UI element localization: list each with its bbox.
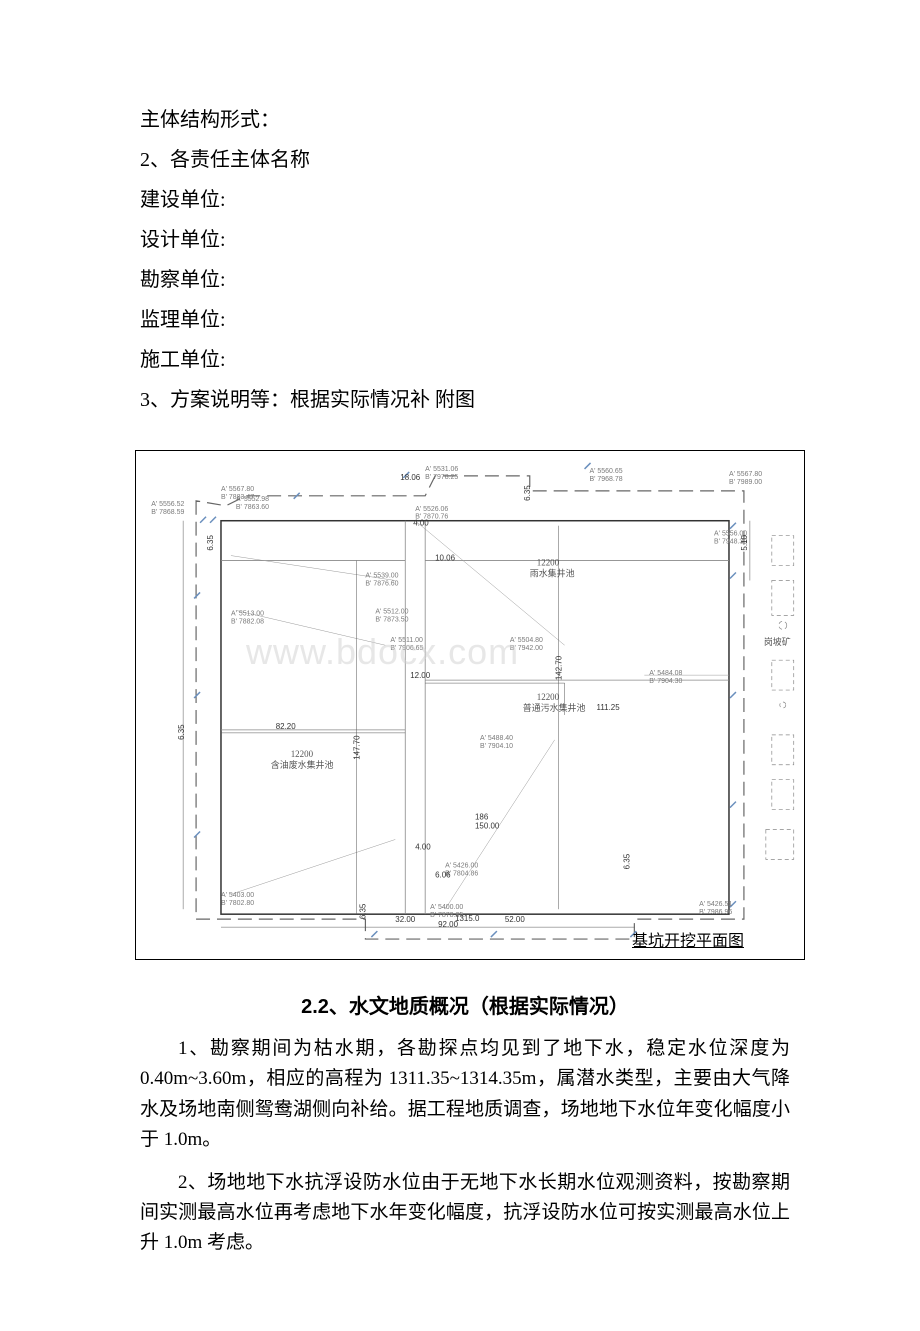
paragraph: 1、勘察期间为枯水期，各勘探点均见到了地下水，稳定水位深度为 0.40m~3.6… xyxy=(140,1034,790,1156)
svg-text:5.10: 5.10 xyxy=(740,535,749,551)
svg-text:A' 5512.00: A' 5512.00 xyxy=(375,608,408,615)
svg-text:B' 7978.25: B' 7978.25 xyxy=(425,474,458,481)
site-plan-diagram: A' 5531.06B' 7978.25 A' 5560.65B' 7968.78… xyxy=(135,450,805,960)
svg-text:A' 5526.06: A' 5526.06 xyxy=(415,506,448,513)
svg-text:B' 7968.78: B' 7968.78 xyxy=(590,476,623,483)
adjacent-buildings xyxy=(766,536,794,860)
svg-text:52.00: 52.00 xyxy=(505,915,525,924)
svg-text:10.06: 10.06 xyxy=(435,554,455,563)
svg-text:A' 5560.65: A' 5560.65 xyxy=(590,468,623,475)
watermark: www.bdocx.com xyxy=(246,631,519,673)
svg-text:B' 7986.96: B' 7986.96 xyxy=(699,909,732,916)
diagonal-line xyxy=(445,740,555,909)
svg-text:B' 7873.50: B' 7873.50 xyxy=(375,616,408,623)
svg-text:6.35: 6.35 xyxy=(206,535,215,551)
svg-text:12200: 12200 xyxy=(291,749,314,759)
intro-line: 主体结构形式： xyxy=(140,100,790,140)
diagonal-line xyxy=(415,521,564,646)
svg-text:6.35: 6.35 xyxy=(523,485,532,501)
svg-text:A' 5539.00: A' 5539.00 xyxy=(365,573,398,580)
svg-text:A' 5426.51: A' 5426.51 xyxy=(699,901,732,908)
svg-text:186: 186 xyxy=(475,813,489,822)
excavation-pit-outline xyxy=(221,521,729,914)
svg-text:1315.0: 1315.0 xyxy=(455,914,480,923)
svg-text:6.35: 6.35 xyxy=(622,853,631,869)
svg-text:A' 5531.06: A' 5531.06 xyxy=(425,466,458,473)
svg-text:A' 5426.00: A' 5426.00 xyxy=(445,862,478,869)
svg-text:A' 5403.00: A' 5403.00 xyxy=(221,892,254,899)
svg-text:A' 5567.80: A' 5567.80 xyxy=(221,486,254,493)
diagram-svg: A' 5531.06B' 7978.25 A' 5560.65B' 7968.78… xyxy=(136,451,804,959)
svg-text:A' 5484.08: A' 5484.08 xyxy=(649,670,682,677)
svg-text:82.20: 82.20 xyxy=(276,722,296,731)
svg-text:A' 5567.80: A' 5567.80 xyxy=(729,471,762,478)
intro-line: 施工单位: xyxy=(140,340,790,380)
svg-text:岗坡矿: 岗坡矿 xyxy=(764,636,791,647)
intro-line: 建设单位: xyxy=(140,180,790,220)
svg-text:6.35: 6.35 xyxy=(177,724,186,740)
svg-text:4.00: 4.00 xyxy=(413,519,429,528)
svg-text:12200: 12200 xyxy=(537,558,560,568)
svg-text:A' 5513.00: A' 5513.00 xyxy=(231,610,264,617)
svg-text:B' 7802.80: B' 7802.80 xyxy=(221,900,254,907)
svg-text:B' 7876.60: B' 7876.60 xyxy=(365,580,398,587)
intro-line: 3、方案说明等：根据实际情况补 附图 xyxy=(140,380,790,420)
svg-text:147.70: 147.70 xyxy=(352,735,361,760)
svg-text:150.00: 150.00 xyxy=(475,822,500,831)
svg-text:B' 7904.10: B' 7904.10 xyxy=(480,743,513,750)
svg-text:12200: 12200 xyxy=(537,692,560,702)
intro-line: 监理单位: xyxy=(140,300,790,340)
paragraph: 2、场地地下水抗浮设防水位由于无地下水长期水位观测资料，按勘察期间实测最高水位再… xyxy=(140,1168,790,1259)
svg-text:B' 7863.60: B' 7863.60 xyxy=(236,504,269,511)
intro-line: 勘察单位: xyxy=(140,260,790,300)
svg-text:B' 7989.00: B' 7989.00 xyxy=(729,479,762,486)
section-heading: 2.2、水文地质概况（根据实际情况） xyxy=(140,990,790,1019)
svg-text:A' 5552.98: A' 5552.98 xyxy=(236,496,269,503)
svg-text:B' 7882.08: B' 7882.08 xyxy=(231,618,264,625)
intro-block: 主体结构形式： 2、各责任主体名称 建设单位: 设计单位: 勘察单位: 监理单位… xyxy=(140,100,790,420)
svg-text:A' 5400.00: A' 5400.00 xyxy=(430,904,463,911)
svg-text:普通污水集井池: 普通污水集井池 xyxy=(523,702,586,713)
coord-labels: A' 5531.06B' 7978.25 A' 5560.65B' 7968.78… xyxy=(151,466,762,919)
dim-labels: 18.064.0010.0612.0082.204.006.0652.00131… xyxy=(276,473,620,929)
svg-text:18.06: 18.06 xyxy=(400,473,420,482)
svg-text:雨水集井池: 雨水集井池 xyxy=(530,568,575,579)
svg-text:B' 7904.30: B' 7904.30 xyxy=(649,678,682,685)
vertical-dim-labels: 6.35 6.35 147.70 6.35 142.70 5.10 6.35 6.35 xyxy=(177,485,749,919)
svg-text:142.70: 142.70 xyxy=(555,655,564,680)
svg-text:111.25: 111.25 xyxy=(597,703,621,712)
svg-text:A' 5488.40: A' 5488.40 xyxy=(480,735,513,742)
diagram-title: 基坑开挖平面图 xyxy=(632,927,744,951)
svg-text:A' 5556.52: A' 5556.52 xyxy=(151,501,184,508)
svg-text:4.00: 4.00 xyxy=(415,842,431,851)
svg-text:92.00: 92.00 xyxy=(438,920,458,929)
intro-line: 设计单位: xyxy=(140,220,790,260)
diagonal-line xyxy=(231,839,395,894)
svg-text:32.00: 32.00 xyxy=(395,915,415,924)
svg-text:B' 7868.59: B' 7868.59 xyxy=(151,509,184,516)
intro-line: 2、各责任主体名称 xyxy=(140,140,790,180)
svg-text:6.06: 6.06 xyxy=(435,870,451,879)
svg-text:含油废水集井池: 含油废水集井池 xyxy=(271,759,334,770)
svg-text:6.35: 6.35 xyxy=(358,903,367,919)
